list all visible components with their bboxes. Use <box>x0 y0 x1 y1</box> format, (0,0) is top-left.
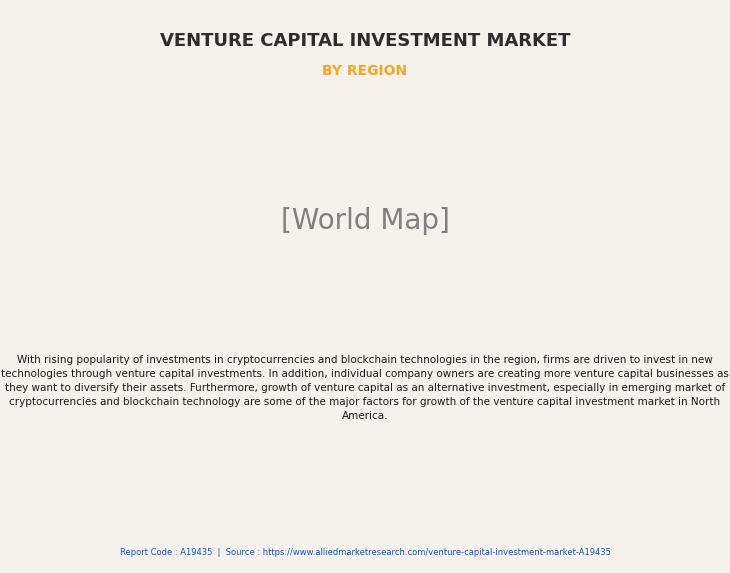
Text: VENTURE CAPITAL INVESTMENT MARKET: VENTURE CAPITAL INVESTMENT MARKET <box>160 32 570 49</box>
Text: With rising popularity of investments in cryptocurrencies and blockchain technol: With rising popularity of investments in… <box>1 355 729 421</box>
Text: [World Map]: [World Map] <box>280 207 450 234</box>
Text: BY REGION: BY REGION <box>323 64 407 78</box>
Text: Report Code : A19435  |  Source : https://www.alliedmarketresearch.com/venture-c: Report Code : A19435 | Source : https://… <box>120 548 610 557</box>
